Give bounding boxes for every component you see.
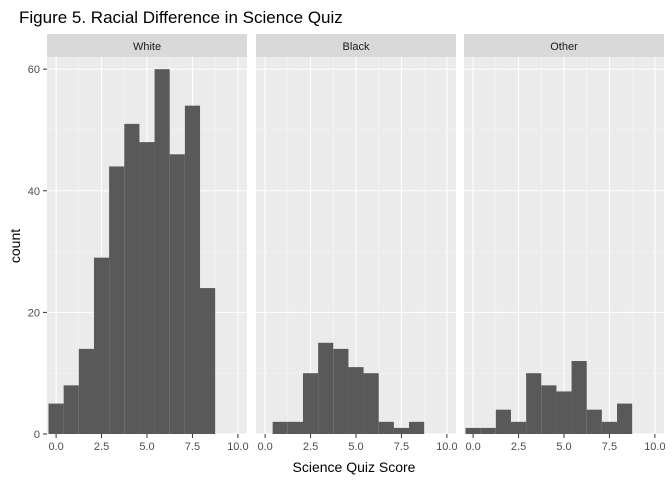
bar-other-8 [586,409,602,434]
facet-label-black: Black [343,41,370,53]
facet-panels: White 0.0 2.5 5.0 7.5 10.0 Black 0.0 2.5 5.0 7.5 10… [28,34,666,453]
y-axis-title: count [7,229,23,263]
bar-white-0 [48,403,64,434]
x-tick-label: 2.5 [94,441,109,453]
x-tick-label: 2.5 [303,441,318,453]
facet-panel-black: Black 0.0 2.5 5.0 7.5 10.0 [256,34,458,453]
x-tick-label: 7.5 [185,441,200,453]
chart-title: Figure 5. Racial Difference in Science Q… [19,8,343,27]
bar-white-3 [93,257,110,434]
bar-white-7 [154,69,170,435]
bar-other-10 [617,403,633,434]
y-tick-label: 40 [28,186,40,198]
facet-panel-white: White 0.0 2.5 5.0 7.5 10.0 [47,34,249,453]
bar-black-8 [378,421,394,434]
bar-other-9 [601,421,618,434]
bar-black-5 [333,348,349,434]
bar-other-2 [495,409,511,434]
facet-strip-other [464,34,664,57]
x-tick-label: 2.5 [511,441,526,453]
bar-black-4 [318,342,334,434]
bar-other-1 [480,427,496,434]
facet-label-white: White [133,41,161,53]
bar-white-1 [63,385,79,434]
facet-strip-white [47,34,247,57]
x-tick-label: 10.0 [436,441,457,453]
bar-white-2 [78,348,94,434]
bar-other-5 [541,385,557,434]
x-tick-label: 10.0 [227,441,248,453]
y-tick-label: 20 [28,307,40,319]
x-tick-label: 0.0 [465,441,480,453]
bar-other-7 [571,361,587,434]
bar-white-6 [139,142,155,434]
y-tick-label: 0 [34,429,40,441]
bar-other-0 [465,427,481,434]
x-tick-label: 7.5 [394,441,409,453]
x-tick-label: 7.5 [602,441,617,453]
facet-label-other: Other [550,41,578,53]
x-tick-label: 5.0 [556,441,571,453]
bar-other-4 [526,373,542,434]
bar-other-6 [556,391,572,434]
x-tick-label: 5.0 [348,441,363,453]
x-tick-label: 0.0 [48,441,63,453]
facet-strip-black [256,34,456,57]
bar-black-6 [348,367,364,434]
x-tick-label: 5.0 [139,441,154,453]
bar-white-9 [184,105,201,434]
bar-other-3 [510,421,527,434]
bar-black-10 [409,421,425,434]
bar-white-4 [109,166,125,435]
bar-black-3 [302,373,319,434]
facet-panel-other: Other 0.0 2.5 5.0 7.5 10.0 [464,34,666,453]
y-tick-label: 60 [28,64,40,76]
bar-white-8 [169,154,185,434]
x-tick-label: 10.0 [644,441,665,453]
bar-white-10 [200,288,216,434]
bar-black-2 [287,421,303,434]
bar-black-9 [393,427,410,434]
bar-white-5 [124,123,140,435]
x-tick-label: 0.0 [257,441,272,453]
x-axis-title: Science Quiz Score [293,459,416,475]
bar-black-1 [272,421,288,434]
bar-black-7 [363,373,379,434]
